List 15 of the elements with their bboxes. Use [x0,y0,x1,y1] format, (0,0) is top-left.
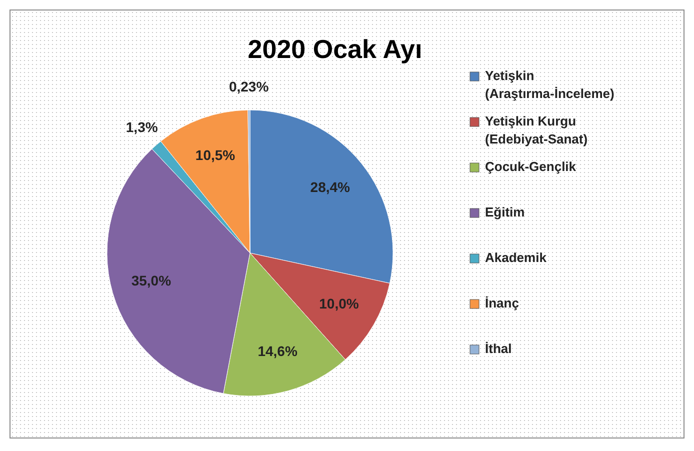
data-label: 14,6% [258,342,298,359]
legend-label: Çocuk-Gençlik [485,159,577,174]
data-label: 10,0% [319,296,360,312]
legend-label: Eğitim [485,204,525,220]
data-label: 28,4% [310,179,351,196]
legend-label: Yetişkin (Araştırma-İnceleme) [485,68,614,101]
legend-label: İthal [485,341,512,356]
legend-label: İnanç [485,296,519,310]
data-label: 35,0% [131,272,172,289]
data-label: 0,23% [228,78,270,95]
data-label: 10,5% [195,146,236,163]
data-label: 1,3% [126,119,158,136]
legend-label: Yetişkin Kurgu (Edebiyat-Sanat) [485,114,588,146]
legend-label: Akademik [485,250,548,265]
chart-title: 2020 Ocak Ayı [248,34,422,64]
